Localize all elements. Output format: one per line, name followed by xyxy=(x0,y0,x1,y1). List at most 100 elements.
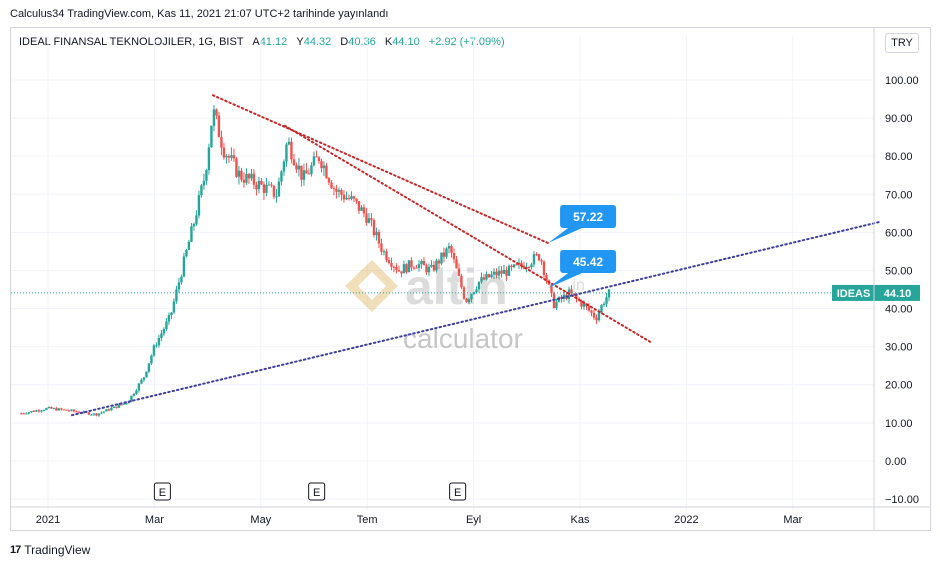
candle-body xyxy=(67,410,71,412)
candle-body xyxy=(465,298,468,303)
candle-body xyxy=(500,270,503,274)
candle-body xyxy=(417,263,421,269)
candle-body xyxy=(437,260,441,264)
high-label: Y xyxy=(296,36,304,48)
candle-body xyxy=(267,184,271,186)
candle-body xyxy=(602,303,606,306)
candle-body xyxy=(542,261,546,275)
candle-body xyxy=(350,196,353,199)
candle-body xyxy=(180,276,183,283)
candle-body xyxy=(235,158,238,177)
candle-body xyxy=(102,411,106,413)
candle-body xyxy=(95,413,98,416)
candle-body xyxy=(177,282,181,290)
change-value: +2.92 (+7.09%) xyxy=(428,36,505,48)
candle-body xyxy=(197,195,201,216)
candle-body xyxy=(52,408,56,410)
earnings-marker-label: E xyxy=(454,487,461,499)
candle-body xyxy=(170,312,173,316)
candle-body xyxy=(320,161,323,169)
candle-body xyxy=(290,141,293,160)
candle-body xyxy=(230,155,233,158)
candle-body xyxy=(460,275,463,288)
callout-pointer xyxy=(548,228,583,244)
candle-body xyxy=(330,182,333,189)
candle-body xyxy=(427,266,431,273)
candle-body xyxy=(225,156,228,158)
candle-body xyxy=(175,289,178,302)
candle-body xyxy=(532,254,536,265)
candle-body xyxy=(25,413,28,415)
open-value: 41.12 xyxy=(259,36,288,48)
earnings-marker[interactable] xyxy=(449,482,467,501)
candle-body xyxy=(100,412,103,414)
earnings-marker[interactable] xyxy=(308,482,326,501)
candle-body xyxy=(332,188,336,190)
candle-body xyxy=(452,252,456,260)
candle-body xyxy=(65,409,68,411)
candle-body xyxy=(405,264,408,273)
callout-pointer xyxy=(548,272,583,288)
candle-body xyxy=(42,410,46,412)
candle-body xyxy=(32,410,36,412)
candle-body xyxy=(280,171,283,182)
candle-body xyxy=(580,300,583,307)
candle-body xyxy=(200,185,203,196)
candle-body xyxy=(110,408,113,411)
callout-label: 45.42 xyxy=(573,255,603,269)
time-tick-label: Mar xyxy=(145,514,164,526)
candle-body xyxy=(600,305,603,313)
candle-body xyxy=(62,409,66,411)
candle-body xyxy=(380,243,383,252)
watermark-logo-icon xyxy=(345,260,398,312)
candle-body xyxy=(97,413,101,416)
candle-body xyxy=(355,198,358,202)
price-tick-label: −10.00 xyxy=(885,494,919,506)
candle-body xyxy=(347,197,351,199)
time-tick-label: May xyxy=(250,514,271,526)
candle-body xyxy=(47,407,51,409)
candle-body xyxy=(130,395,133,402)
time-tick-label: 2021 xyxy=(36,514,60,526)
candle-body xyxy=(357,201,361,211)
candle-body xyxy=(165,321,168,330)
candle-body xyxy=(300,165,303,180)
candle-body xyxy=(345,197,348,200)
low-label: D xyxy=(340,36,349,48)
candle-body xyxy=(307,173,311,175)
candle-body xyxy=(390,262,393,267)
candle-body xyxy=(227,156,231,158)
candle-body xyxy=(432,264,436,271)
candle-body xyxy=(287,141,291,145)
candle-body xyxy=(535,254,538,256)
symbol-legend: IDEAL FINANSAL TEKNOLOJILER, 1G, BIST A4… xyxy=(19,36,505,48)
candle-body xyxy=(132,393,136,396)
earnings-marker-label: E xyxy=(159,487,166,499)
candle-body xyxy=(140,379,143,384)
callout-label: 57.22 xyxy=(573,210,603,224)
watermark-sub: calculator xyxy=(403,323,523,354)
candle-body xyxy=(222,147,226,158)
candle-body xyxy=(90,414,93,416)
low-value: 40.36 xyxy=(348,36,376,48)
candle-body xyxy=(447,246,451,249)
candle-body xyxy=(295,165,298,170)
candle-body xyxy=(482,277,486,280)
earnings-marker[interactable] xyxy=(153,482,171,501)
candle-body xyxy=(430,264,433,267)
candle-body xyxy=(410,260,413,268)
candle-body xyxy=(450,246,453,253)
symbol-tag-text: IDEAS xyxy=(837,288,871,300)
candle-body xyxy=(107,409,111,411)
candle-body xyxy=(497,270,501,276)
currency-button[interactable]: TRY xyxy=(885,33,919,53)
candle-body xyxy=(257,180,261,190)
candle-body xyxy=(125,403,128,405)
candle-body xyxy=(285,144,288,162)
candle-body xyxy=(587,306,591,311)
candle-body xyxy=(182,256,186,277)
candle-body xyxy=(605,297,608,304)
candle-body xyxy=(367,218,371,223)
